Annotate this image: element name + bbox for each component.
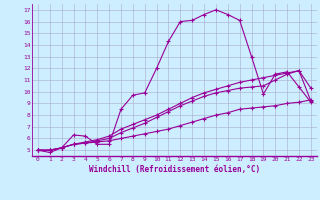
X-axis label: Windchill (Refroidissement éolien,°C): Windchill (Refroidissement éolien,°C) [89,165,260,174]
